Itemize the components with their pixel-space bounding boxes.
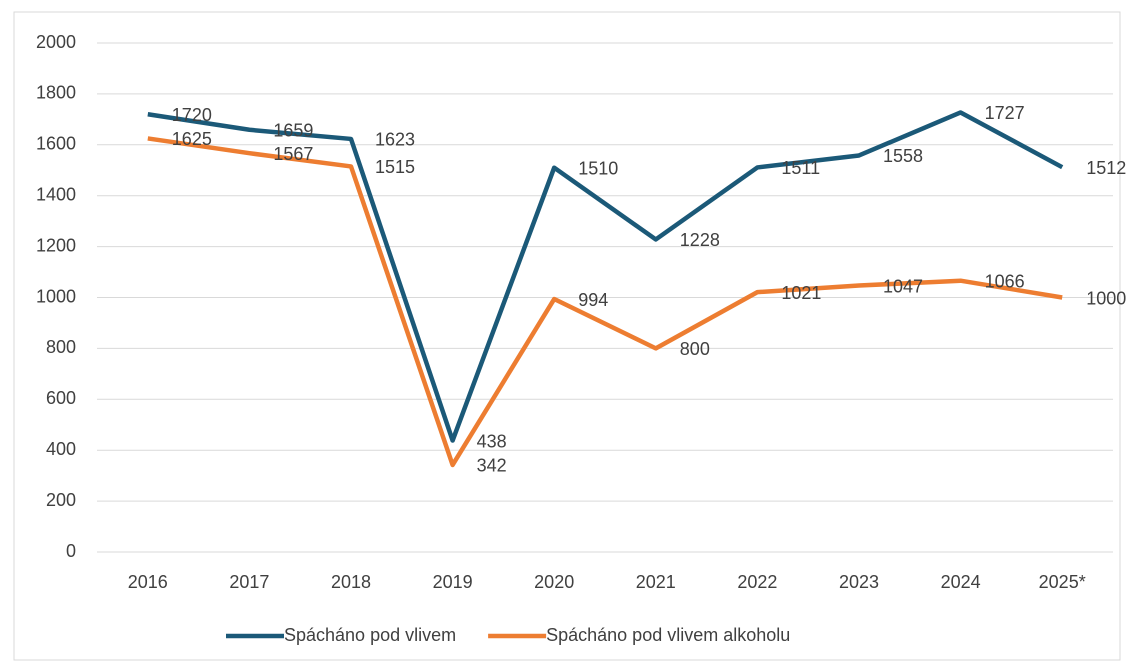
x-tick-label: 2019 — [433, 572, 473, 592]
legend-label: Spácháno pod vlivem — [284, 625, 456, 645]
y-tick-label: 2000 — [36, 32, 76, 52]
x-tick-label: 2018 — [331, 572, 371, 592]
data-label: 1567 — [273, 144, 313, 164]
x-tick-label: 2021 — [636, 572, 676, 592]
x-tick-label: 2023 — [839, 572, 879, 592]
x-tick-label: 2020 — [534, 572, 574, 592]
series-line — [147, 110, 1064, 443]
data-label: 1511 — [781, 158, 820, 178]
data-label: 342 — [477, 456, 507, 476]
y-tick-label: 1600 — [36, 134, 76, 154]
y-tick-label: 1400 — [36, 184, 76, 204]
y-tick-label: 400 — [46, 439, 76, 459]
data-label: 1515 — [375, 157, 415, 177]
data-label: 1720 — [172, 105, 212, 125]
x-tick-label: 2024 — [941, 572, 981, 592]
data-label: 800 — [680, 339, 710, 359]
y-tick-label: 0 — [66, 541, 76, 561]
data-label: 1047 — [883, 276, 923, 296]
x-tick-label: 2025* — [1039, 572, 1086, 592]
y-tick-label: 1000 — [36, 286, 76, 306]
data-label: 1000 — [1086, 288, 1126, 308]
data-label: 1558 — [883, 146, 923, 166]
x-tick-label: 2017 — [229, 572, 269, 592]
data-label: 438 — [477, 431, 507, 451]
data-label: 1727 — [985, 103, 1025, 123]
data-label: 1066 — [985, 271, 1025, 291]
y-tick-label: 800 — [46, 337, 76, 357]
data-label: 994 — [578, 290, 608, 310]
data-label: 1021 — [781, 283, 821, 303]
data-label: 1623 — [375, 130, 415, 150]
y-tick-label: 200 — [46, 490, 76, 510]
data-label: 1512 — [1086, 158, 1126, 178]
x-tick-label: 2022 — [737, 572, 777, 592]
y-tick-label: 600 — [46, 388, 76, 408]
data-label: 1625 — [172, 129, 212, 149]
data-label: 1659 — [273, 121, 313, 141]
y-tick-label: 1800 — [36, 83, 76, 103]
y-tick-label: 1200 — [36, 235, 76, 255]
series-line — [147, 136, 1063, 468]
data-label: 1510 — [578, 158, 618, 178]
legend-label: Spácháno pod vlivem alkoholu — [546, 625, 790, 645]
x-tick-label: 2016 — [128, 572, 168, 592]
data-label: 1228 — [680, 230, 720, 250]
